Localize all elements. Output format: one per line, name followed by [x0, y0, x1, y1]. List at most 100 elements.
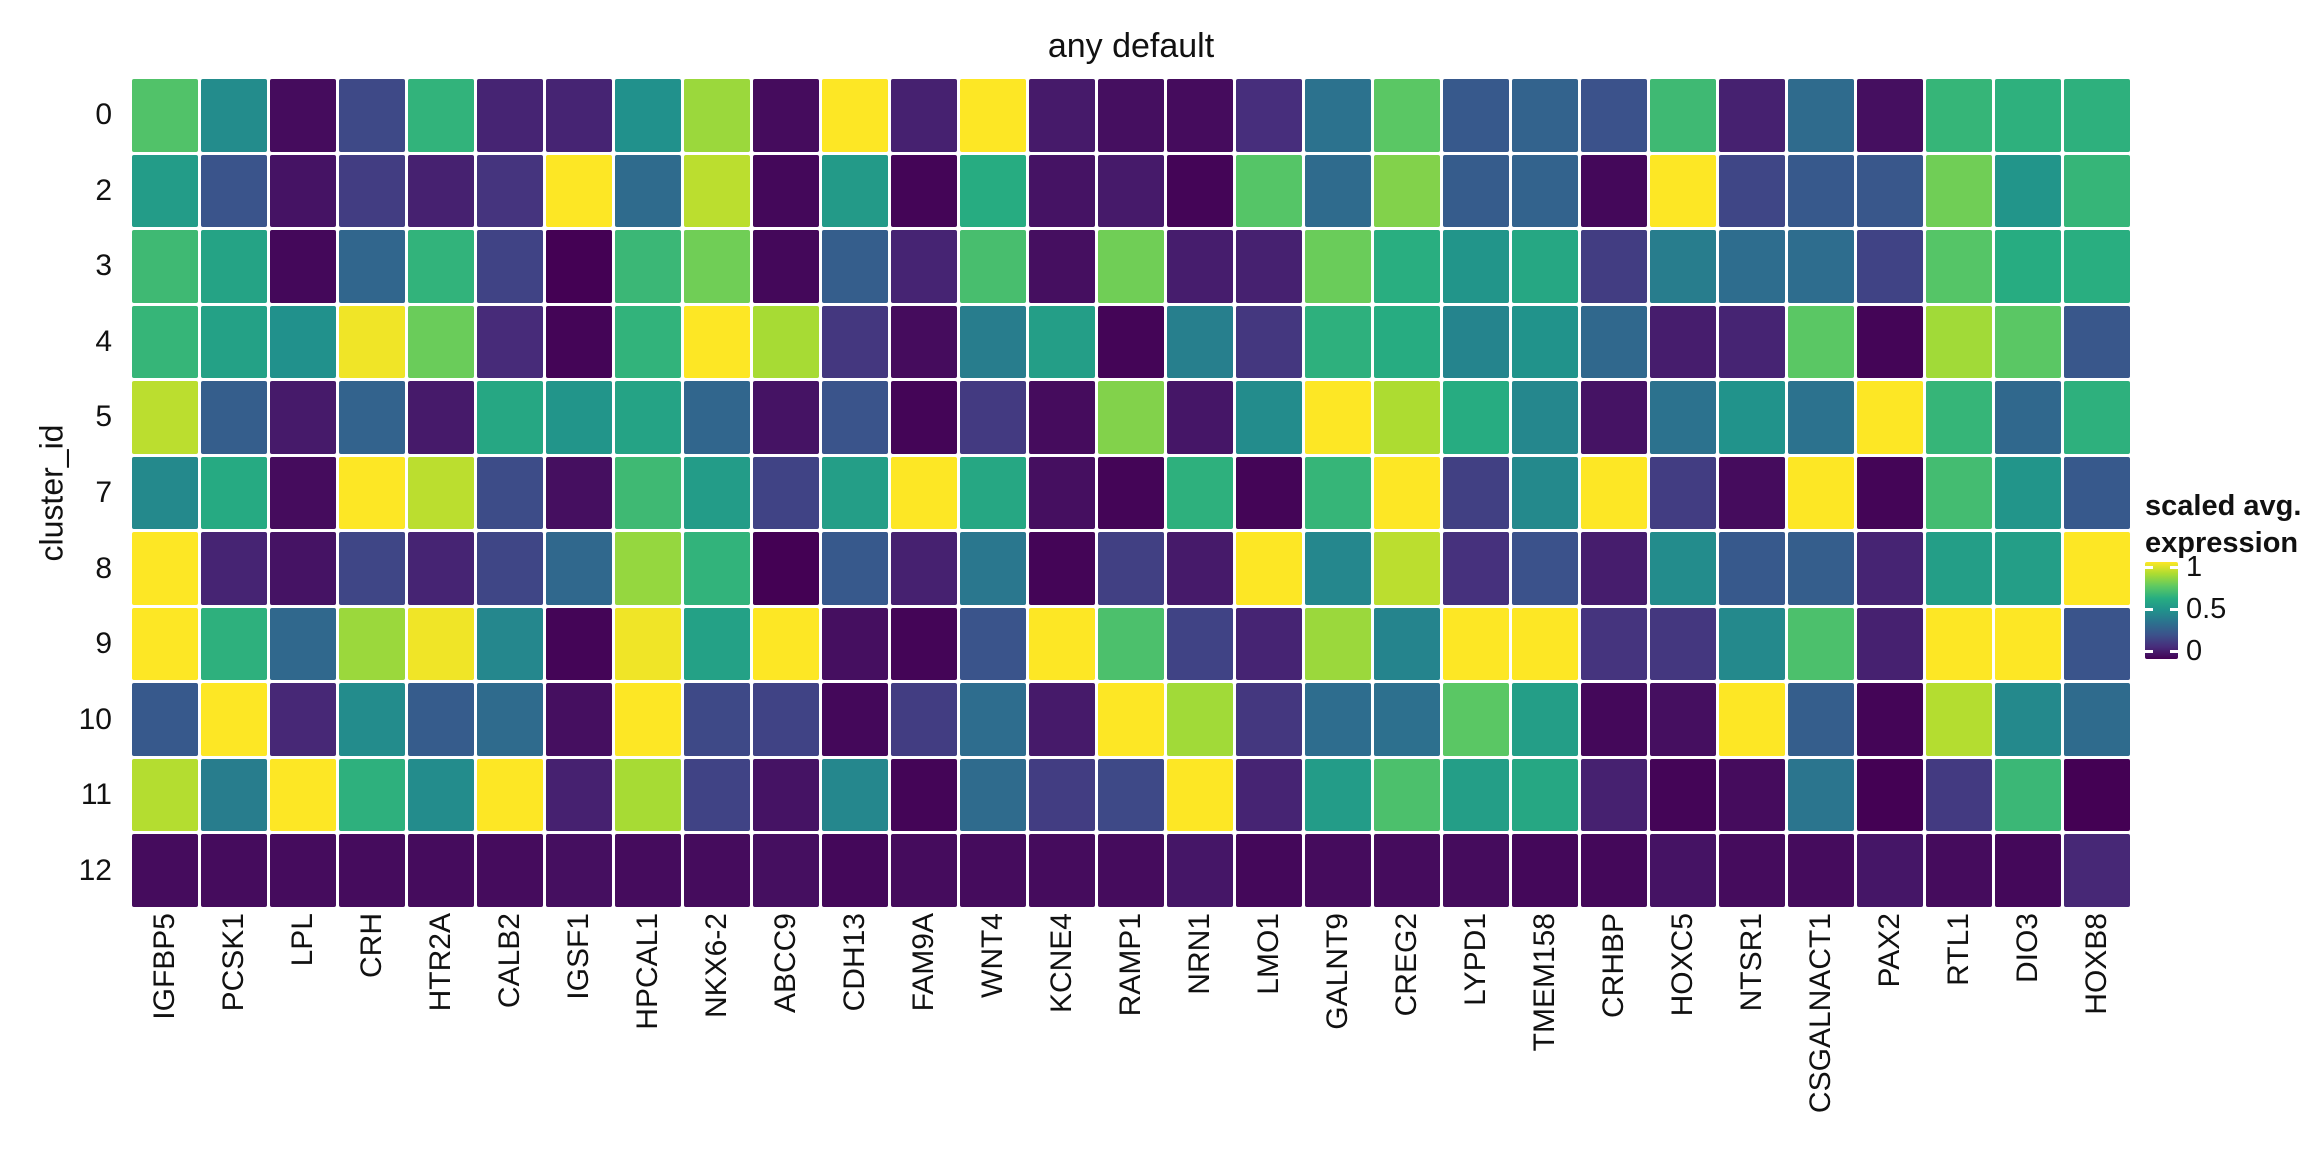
heatmap-cell — [1443, 607, 1509, 681]
heatmap-cell — [891, 305, 957, 379]
heatmap-cell — [1995, 834, 2061, 907]
x-tick-label: CSGALNACT1 — [1804, 913, 1837, 1114]
heatmap-cell — [1719, 381, 1785, 454]
heatmap-cell — [891, 230, 957, 303]
heatmap-cell — [1305, 834, 1371, 907]
x-tick-label: DIO3 — [2011, 913, 2044, 984]
heatmap-cell — [1443, 79, 1509, 152]
heatmap-cell — [1443, 456, 1509, 530]
heatmap-cell — [1788, 683, 1854, 756]
heatmap-cell — [1029, 532, 1095, 605]
heatmap-cell — [1581, 79, 1647, 152]
heatmap-cell — [1098, 758, 1164, 832]
legend-tick-mark — [2170, 565, 2178, 569]
heatmap-cell — [1236, 79, 1302, 152]
heatmap-cell — [1650, 758, 1716, 832]
heatmap-cell — [1167, 79, 1233, 152]
heatmap-cell — [1512, 607, 1578, 681]
heatmap-cell — [615, 230, 681, 303]
y-tick-label: 5 — [95, 400, 112, 434]
x-tick-label: RTL1 — [1942, 913, 1975, 986]
heatmap-cell — [1857, 532, 1923, 605]
x-tick-label: FAM9A — [907, 913, 940, 1012]
heatmap-cell — [546, 758, 612, 832]
heatmap-cell — [2064, 230, 2130, 303]
heatmap-cell — [1788, 230, 1854, 303]
heatmap-cell — [270, 683, 336, 756]
heatmap-cell — [408, 305, 474, 379]
heatmap-cell — [339, 305, 405, 379]
heatmap-cell — [1926, 834, 1992, 907]
heatmap-cell — [1581, 154, 1647, 228]
heatmap-cell — [891, 607, 957, 681]
x-tick-label: GALNT9 — [1321, 913, 1354, 1030]
heatmap-cell — [1650, 834, 1716, 907]
x-tick-label: RAMP1 — [1114, 913, 1147, 1017]
heatmap-cell — [1236, 456, 1302, 530]
heatmap-cell — [270, 305, 336, 379]
heatmap-cell — [1305, 154, 1371, 228]
heatmap-cell — [615, 79, 681, 152]
heatmap-cell — [1098, 230, 1164, 303]
heatmap-cell — [1995, 683, 2061, 756]
heatmap-cell — [1788, 456, 1854, 530]
heatmap-cell — [132, 834, 198, 907]
heatmap-cell — [1098, 381, 1164, 454]
heatmap-cell — [1305, 381, 1371, 454]
heatmap-cell — [2064, 834, 2130, 907]
heatmap-cell — [546, 154, 612, 228]
heatmap-cell — [1581, 683, 1647, 756]
heatmap-cell — [2064, 532, 2130, 605]
heatmap-cell — [822, 305, 888, 379]
heatmap-cell — [1098, 456, 1164, 530]
heatmap-cell — [615, 154, 681, 228]
heatmap-cell — [408, 683, 474, 756]
heatmap-cell — [1167, 758, 1233, 832]
heatmap-cell — [1857, 607, 1923, 681]
heatmap-cell — [408, 154, 474, 228]
heatmap-cell — [1512, 834, 1578, 907]
heatmap-cell — [201, 381, 267, 454]
heatmap-cell — [1443, 305, 1509, 379]
x-tick-label: LPL — [286, 913, 319, 967]
x-tick-label: CRH — [355, 913, 388, 978]
heatmap-cell — [132, 532, 198, 605]
heatmap-cell — [477, 532, 543, 605]
heatmap-cell — [1374, 607, 1440, 681]
heatmap-cell — [132, 79, 198, 152]
heatmap-cell — [615, 456, 681, 530]
x-tick-label: PAX2 — [1873, 913, 1906, 988]
heatmap-cell — [1374, 683, 1440, 756]
heatmap-cell — [1443, 230, 1509, 303]
heatmap-cell — [546, 230, 612, 303]
heatmap-cell — [615, 683, 681, 756]
heatmap-cell — [1305, 532, 1371, 605]
x-tick-label: HTR2A — [424, 913, 457, 1012]
heatmap-cell — [1167, 230, 1233, 303]
heatmap-cell — [1029, 305, 1095, 379]
heatmap-cell — [270, 456, 336, 530]
heatmap-cell — [684, 305, 750, 379]
heatmap-cell — [1029, 456, 1095, 530]
heatmap-cell — [1857, 456, 1923, 530]
x-tick-label: HOXC5 — [1666, 913, 1699, 1017]
heatmap-cell — [1512, 305, 1578, 379]
heatmap-cell — [1719, 230, 1785, 303]
heatmap-cell — [1305, 683, 1371, 756]
heatmap-cell — [339, 532, 405, 605]
heatmap-cell — [1374, 79, 1440, 152]
heatmap-cell — [1788, 607, 1854, 681]
heatmap-cell — [1650, 607, 1716, 681]
heatmap-cell — [1167, 154, 1233, 228]
heatmap-cell — [891, 683, 957, 756]
x-tick-label: LYPD1 — [1459, 913, 1492, 1006]
heatmap-cell — [477, 456, 543, 530]
legend-title-line-1: scaled avg. — [2145, 490, 2302, 522]
heatmap-cell — [891, 758, 957, 832]
heatmap-cell — [684, 834, 750, 907]
heatmap-cell — [1857, 305, 1923, 379]
y-tick-label: 7 — [95, 475, 112, 509]
heatmap-cell — [822, 758, 888, 832]
heatmap-cell — [822, 154, 888, 228]
heatmap-cell — [1788, 79, 1854, 152]
